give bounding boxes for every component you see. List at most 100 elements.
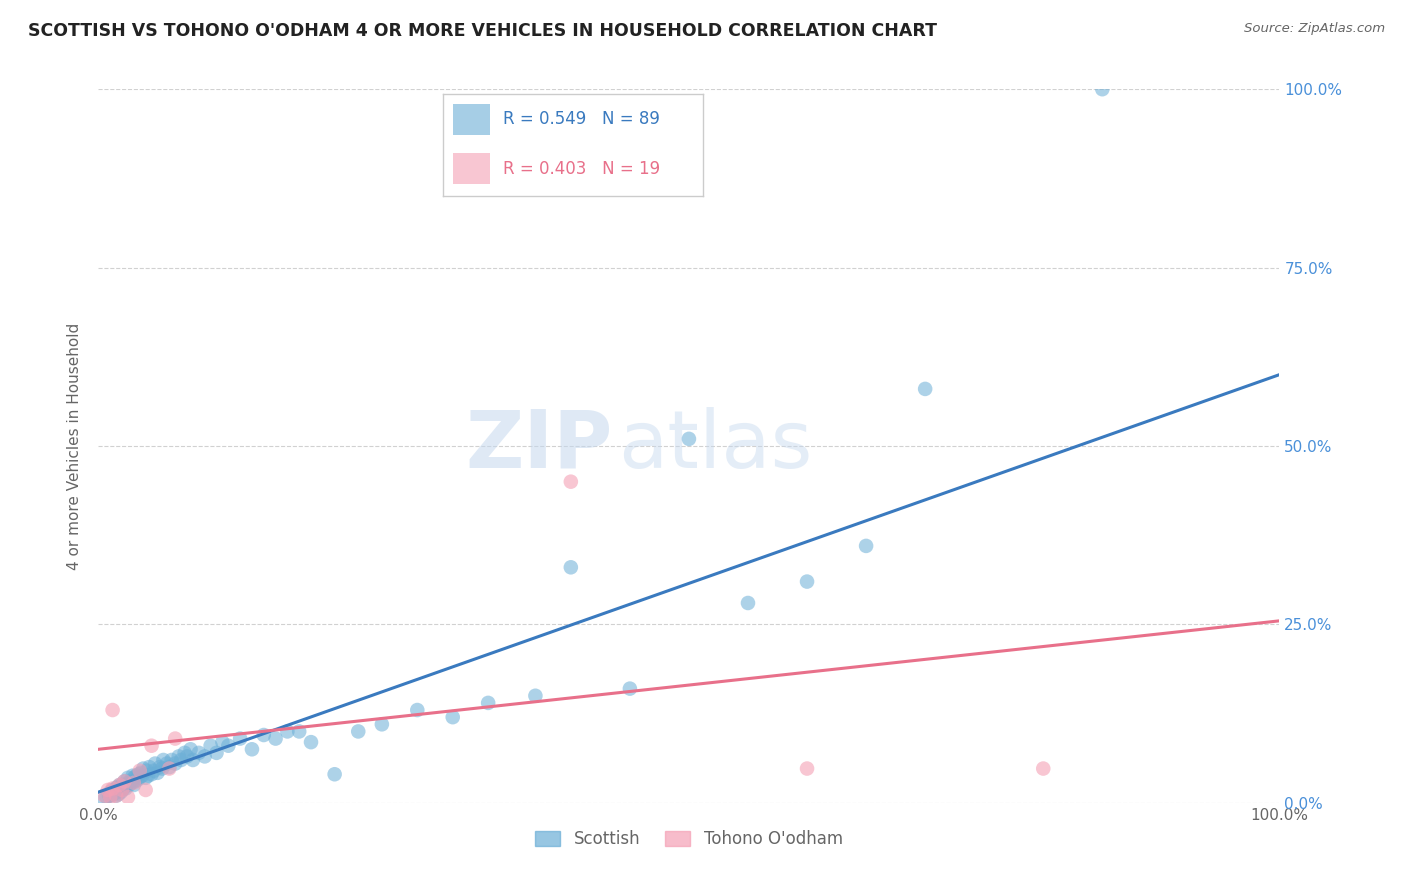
Point xyxy=(205,746,228,760)
Point xyxy=(160,753,183,767)
Point xyxy=(138,760,160,774)
Point xyxy=(157,760,180,774)
Bar xyxy=(453,153,489,184)
Point xyxy=(619,681,641,696)
Point xyxy=(180,742,202,756)
Point xyxy=(98,789,121,803)
Point xyxy=(229,731,252,746)
Point xyxy=(101,703,124,717)
Point xyxy=(678,432,700,446)
Point xyxy=(152,753,174,767)
Legend: Scottish, Tohono O'odham: Scottish, Tohono O'odham xyxy=(529,824,849,855)
Point xyxy=(477,696,499,710)
Point xyxy=(112,781,135,796)
Point xyxy=(323,767,346,781)
Point xyxy=(194,749,217,764)
Point xyxy=(120,774,142,789)
Point xyxy=(128,764,150,778)
Point xyxy=(135,783,157,797)
Point xyxy=(93,792,115,806)
Point xyxy=(441,710,464,724)
Point xyxy=(796,574,818,589)
Point xyxy=(103,787,125,801)
Point xyxy=(101,787,124,801)
Text: R = 0.403   N = 19: R = 0.403 N = 19 xyxy=(503,160,659,178)
Point xyxy=(136,769,159,783)
Point xyxy=(131,769,153,783)
Point xyxy=(135,764,157,778)
Point xyxy=(299,735,322,749)
Point xyxy=(264,731,287,746)
Point xyxy=(156,756,179,771)
Point xyxy=(105,780,128,794)
Point xyxy=(98,785,121,799)
Point xyxy=(240,742,263,756)
Point xyxy=(101,781,124,796)
Point xyxy=(737,596,759,610)
Point xyxy=(560,560,582,574)
Point xyxy=(796,762,818,776)
Point xyxy=(167,749,190,764)
Point xyxy=(135,771,157,785)
Point xyxy=(132,762,155,776)
Point xyxy=(121,776,143,790)
Point xyxy=(111,778,134,792)
Point xyxy=(93,789,115,803)
Point xyxy=(173,746,195,760)
Point xyxy=(98,790,121,805)
Point xyxy=(112,780,135,794)
Text: ZIP: ZIP xyxy=(465,407,612,485)
Point xyxy=(141,739,163,753)
Point xyxy=(117,790,139,805)
Point xyxy=(114,781,136,796)
Point xyxy=(371,717,394,731)
Point xyxy=(524,689,547,703)
Point xyxy=(560,475,582,489)
Point xyxy=(914,382,936,396)
Point xyxy=(165,756,187,771)
Point xyxy=(149,760,172,774)
Point xyxy=(288,724,311,739)
Point xyxy=(125,769,148,783)
Point xyxy=(108,783,131,797)
Text: Source: ZipAtlas.com: Source: ZipAtlas.com xyxy=(1244,22,1385,36)
Text: SCOTTISH VS TOHONO O'ODHAM 4 OR MORE VEHICLES IN HOUSEHOLD CORRELATION CHART: SCOTTISH VS TOHONO O'ODHAM 4 OR MORE VEH… xyxy=(28,22,938,40)
Point xyxy=(128,767,150,781)
Point xyxy=(165,731,187,746)
Point xyxy=(211,735,233,749)
Point xyxy=(122,776,145,790)
Point xyxy=(118,778,141,792)
Point xyxy=(181,753,204,767)
Point xyxy=(276,724,298,739)
Point xyxy=(111,783,134,797)
Point xyxy=(122,778,145,792)
Point xyxy=(108,778,131,792)
Point xyxy=(146,765,169,780)
Point xyxy=(97,783,120,797)
Point xyxy=(406,703,429,717)
Point xyxy=(122,771,145,785)
Point xyxy=(105,781,128,796)
Point xyxy=(111,783,134,797)
Point xyxy=(187,746,209,760)
Point xyxy=(121,769,143,783)
Point xyxy=(347,724,370,739)
Point xyxy=(170,753,193,767)
Point xyxy=(98,789,121,803)
Text: R = 0.549   N = 89: R = 0.549 N = 89 xyxy=(503,111,659,128)
Point xyxy=(124,774,146,789)
Point xyxy=(855,539,877,553)
Point xyxy=(96,790,118,805)
Point xyxy=(129,765,152,780)
Point xyxy=(1032,762,1054,776)
Point xyxy=(105,789,128,803)
Point xyxy=(115,778,138,792)
Point xyxy=(128,771,150,785)
Point xyxy=(112,774,135,789)
Y-axis label: 4 or more Vehicles in Household: 4 or more Vehicles in Household xyxy=(67,322,83,570)
Point xyxy=(142,764,165,778)
Point xyxy=(105,789,128,803)
Point xyxy=(105,785,128,799)
Point xyxy=(104,784,127,798)
Point xyxy=(1091,82,1114,96)
